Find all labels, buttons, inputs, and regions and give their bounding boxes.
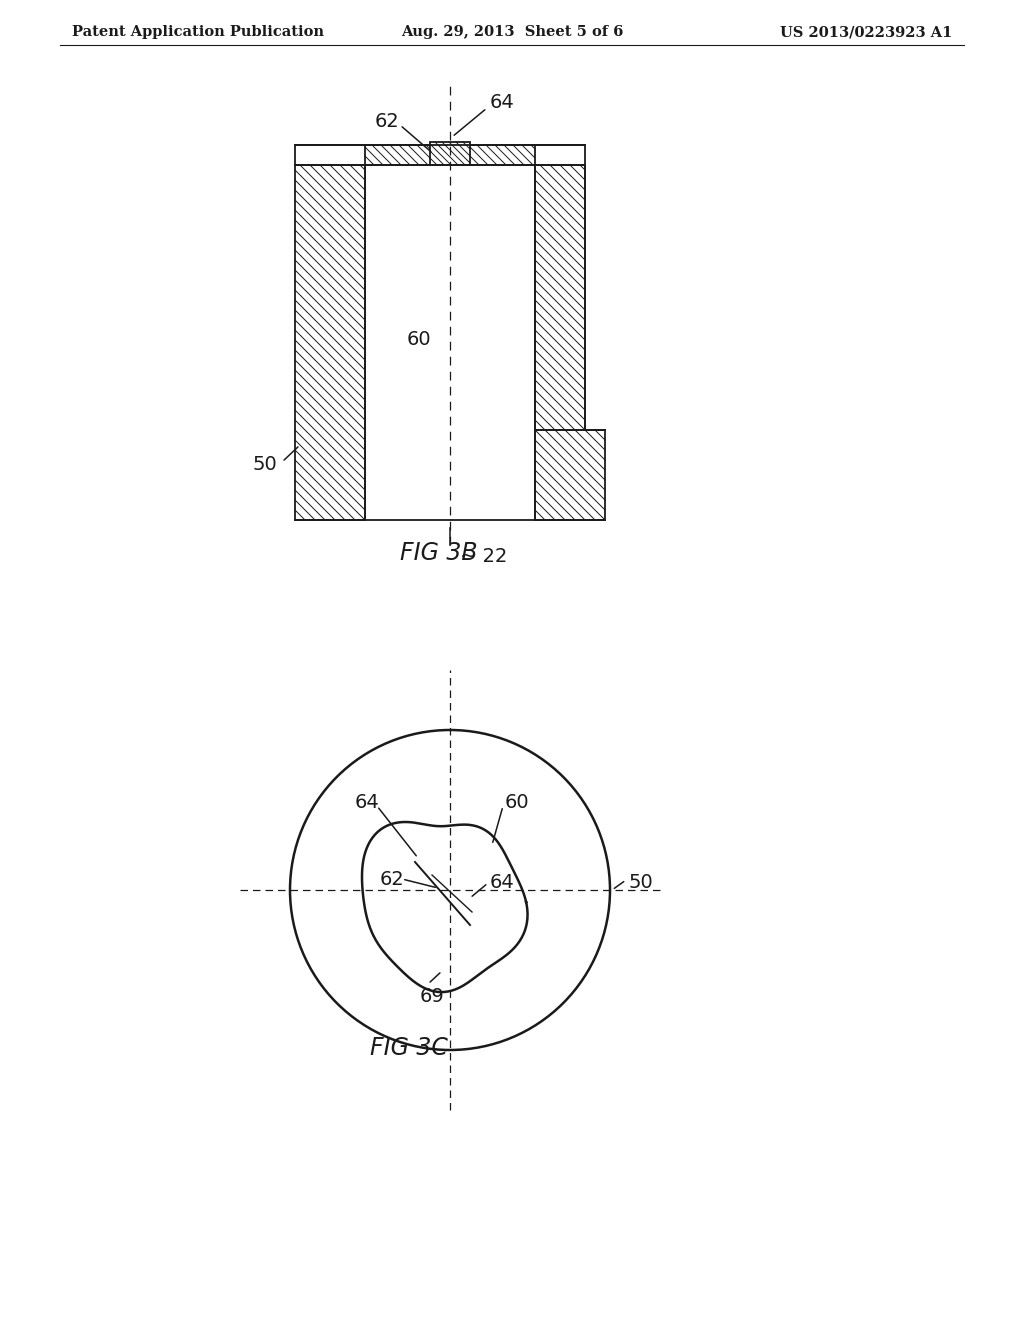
Text: 50: 50 [252,455,276,474]
Text: US 2013/0223923 A1: US 2013/0223923 A1 [779,25,952,40]
Text: FIG 3B: FIG 3B [400,541,477,565]
Text: 64: 64 [490,92,515,112]
Text: 62: 62 [380,870,404,888]
Text: 62: 62 [375,112,399,131]
Text: 64: 64 [355,793,380,812]
Text: 60: 60 [505,793,529,812]
Text: Aug. 29, 2013  Sheet 5 of 6: Aug. 29, 2013 Sheet 5 of 6 [400,25,624,40]
Text: ~ 22: ~ 22 [460,546,507,566]
Text: 64: 64 [490,873,515,892]
Text: 60: 60 [407,330,432,348]
Text: Patent Application Publication: Patent Application Publication [72,25,324,40]
Text: 69: 69 [420,987,444,1006]
Text: 50: 50 [628,873,652,892]
Text: FIG 3C: FIG 3C [370,1036,447,1060]
